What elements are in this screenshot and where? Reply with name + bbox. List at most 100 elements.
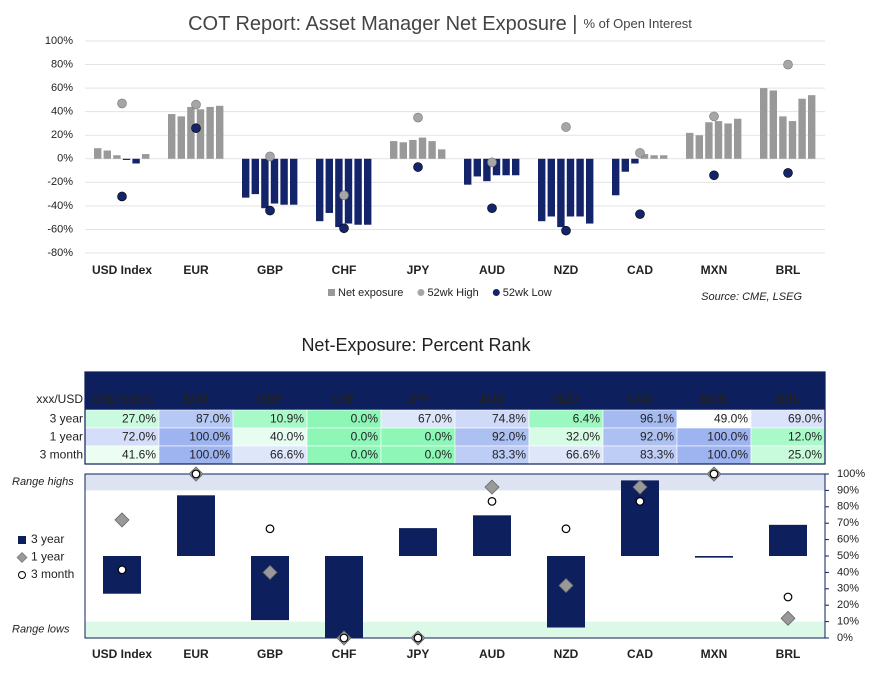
diamond xyxy=(114,512,130,528)
x-tick-label: BRL xyxy=(776,263,801,277)
bar xyxy=(103,556,141,594)
bar xyxy=(187,106,195,159)
bar xyxy=(142,154,150,159)
table-cell-text: 25.0% xyxy=(788,448,822,462)
bar xyxy=(586,158,594,224)
bar xyxy=(290,158,298,205)
x-tick-label: CAD xyxy=(627,647,653,661)
bar xyxy=(418,137,427,159)
bar xyxy=(113,155,121,159)
bar xyxy=(242,158,250,198)
bar xyxy=(464,158,472,185)
x-tick-label: CAD xyxy=(627,263,653,277)
subtitle: % of Open Interest xyxy=(584,16,693,31)
legend-label: 52wk Low xyxy=(503,287,552,299)
y-tick-label: 30% xyxy=(837,583,859,595)
table-col-header: BRL xyxy=(776,392,801,406)
table-col-header: NZD xyxy=(554,392,579,406)
bar xyxy=(724,123,732,159)
bar xyxy=(122,158,131,160)
x-tick-label: EUR xyxy=(183,647,209,661)
table-row-label: 3 month xyxy=(40,448,83,462)
table-col-header: AUD xyxy=(479,392,505,406)
bar xyxy=(631,158,639,164)
bar xyxy=(409,139,417,159)
legend-swatch xyxy=(18,536,26,544)
x-tick-label: GBP xyxy=(257,647,283,661)
legend-swatch xyxy=(492,289,500,296)
table-border xyxy=(84,371,826,465)
y-tick-label: 100% xyxy=(45,35,73,47)
table-col-header: CHF xyxy=(332,392,357,406)
bar xyxy=(438,149,446,159)
table-col-header: MXN xyxy=(701,392,728,406)
x-tick-label: CHF xyxy=(332,263,357,277)
table-cell-text: 69.0% xyxy=(788,412,822,426)
circle-marker xyxy=(635,496,645,506)
range-label: Range highs xyxy=(12,476,74,488)
circle-marker xyxy=(265,524,275,534)
source: Source: CME, LSEG xyxy=(701,291,802,303)
marker xyxy=(709,170,719,181)
marker xyxy=(117,98,127,109)
bar xyxy=(686,132,694,159)
diamond xyxy=(484,479,500,495)
bar xyxy=(502,158,510,176)
table-cell-text: 100.0% xyxy=(707,448,748,462)
y-tick-label: 50% xyxy=(837,550,859,562)
bar xyxy=(316,158,324,222)
bar xyxy=(512,158,520,176)
bar xyxy=(798,98,806,159)
bar xyxy=(473,515,511,556)
table-cell-text: 27.0% xyxy=(122,412,156,426)
range-band xyxy=(85,621,825,638)
bar xyxy=(547,158,555,217)
diamond xyxy=(262,564,278,580)
table-cell-text: 6.4% xyxy=(573,412,601,426)
table-cell-text: 100.0% xyxy=(189,448,230,462)
table-cell-text: 96.1% xyxy=(640,412,674,426)
y-tick-label: -40% xyxy=(47,200,73,212)
table-col-header: EUR xyxy=(183,392,209,406)
marker xyxy=(561,225,571,236)
y-tick-label: -20% xyxy=(47,176,73,188)
table-cell-text: 49.0% xyxy=(714,412,748,426)
y-tick-label: 60% xyxy=(51,82,73,94)
y-tick-label: 60% xyxy=(837,534,859,546)
table-cell-text: 0.0% xyxy=(351,412,379,426)
x-tick-label: EUR xyxy=(183,263,209,277)
bar xyxy=(344,158,353,224)
table-cell-text: 100.0% xyxy=(189,430,230,444)
table-cell-text: 32.0% xyxy=(566,430,600,444)
marker xyxy=(265,205,275,216)
legend-label: 3 year xyxy=(31,532,64,546)
table-cell-text: 92.0% xyxy=(640,430,674,444)
bar xyxy=(769,524,807,556)
table-cell-text: 10.9% xyxy=(270,412,304,426)
y-tick-label: 0% xyxy=(837,632,853,644)
table-cell-text: 0.0% xyxy=(351,448,379,462)
bar xyxy=(335,158,343,228)
bar xyxy=(270,158,279,204)
bar xyxy=(779,116,787,159)
table-row-label: 1 year xyxy=(50,430,83,444)
x-tick-label: CHF xyxy=(332,647,357,661)
legend-swatch xyxy=(417,289,425,296)
bar xyxy=(734,118,742,159)
bar xyxy=(788,121,797,159)
marker xyxy=(413,162,423,172)
marker xyxy=(413,112,423,123)
marker xyxy=(339,223,349,234)
table-cell-text: 72.0% xyxy=(122,430,156,444)
x-tick-label: MXN xyxy=(701,263,728,277)
bar xyxy=(650,155,658,159)
bar xyxy=(251,158,259,195)
x-tick-label: MXN xyxy=(701,647,728,661)
table-cell-text: 83.3% xyxy=(640,448,674,462)
bar xyxy=(660,155,668,159)
marker xyxy=(709,111,719,122)
marker xyxy=(487,157,497,168)
legend-label: 52wk High xyxy=(427,287,478,299)
table-cell-text: 0.0% xyxy=(425,430,453,444)
diamond xyxy=(632,479,648,495)
